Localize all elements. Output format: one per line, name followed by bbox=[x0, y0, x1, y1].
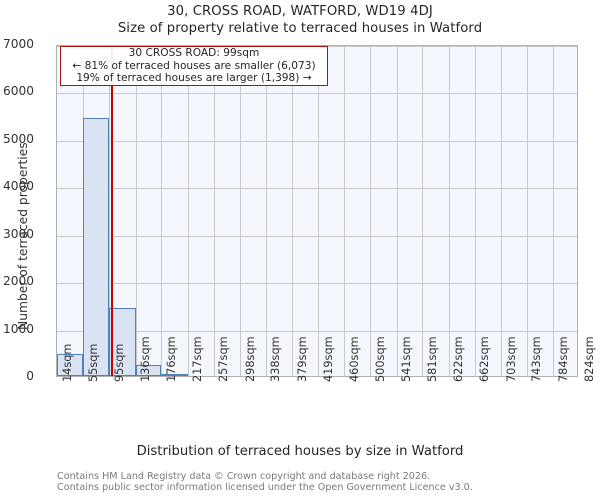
chart-footer: Contains HM Land Registry data © Crown c… bbox=[57, 471, 473, 494]
x-axis-title: Distribution of terraced houses by size … bbox=[136, 444, 464, 459]
x-axis-tick-label: 581sqm bbox=[425, 336, 439, 382]
y-axis-tick-label: 5000 bbox=[2, 131, 34, 146]
x-axis-tick-label: 338sqm bbox=[269, 336, 283, 382]
gridline-horizontal bbox=[57, 330, 577, 332]
x-axis-tick-label: 136sqm bbox=[139, 336, 153, 382]
x-axis-tick-label: 500sqm bbox=[373, 336, 387, 382]
gridline-vertical bbox=[109, 46, 111, 376]
y-axis-tick-label: 7000 bbox=[2, 37, 34, 51]
gridline-vertical bbox=[370, 46, 372, 376]
x-axis-tick-label: 824sqm bbox=[582, 336, 596, 382]
y-axis-title: Number of terraced properties bbox=[16, 142, 30, 330]
y-axis-tick-label: 0 bbox=[26, 369, 34, 383]
gridline-vertical bbox=[135, 46, 137, 376]
gridline-vertical bbox=[344, 46, 346, 376]
gridline-vertical bbox=[292, 46, 294, 376]
x-axis-tick-label: 460sqm bbox=[347, 336, 361, 382]
y-axis-tick-label: 4000 bbox=[2, 179, 34, 194]
gridline-vertical bbox=[448, 46, 450, 376]
gridline-vertical bbox=[526, 46, 528, 376]
y-axis-tick-label: 2000 bbox=[2, 274, 34, 289]
gridline-vertical bbox=[187, 46, 189, 376]
y-axis-tick-label: 6000 bbox=[2, 84, 34, 99]
x-axis-tick-label: 743sqm bbox=[530, 336, 544, 382]
gridline-horizontal bbox=[57, 283, 577, 285]
gridline-horizontal bbox=[57, 188, 577, 190]
x-axis-tick-label: 703sqm bbox=[504, 336, 518, 382]
plot-area bbox=[56, 45, 578, 377]
annotation-line-2: ← 81% of terraced houses are smaller (6,… bbox=[72, 59, 316, 72]
annotation-line-1: 30 CROSS ROAD: 99sqm bbox=[128, 47, 260, 60]
gridline-vertical bbox=[553, 46, 555, 376]
x-axis-tick-label: 14sqm bbox=[60, 343, 74, 382]
histogram-bar bbox=[57, 354, 84, 376]
gridline-horizontal bbox=[57, 93, 577, 95]
x-axis-tick-label: 217sqm bbox=[191, 336, 205, 382]
property-annotation-box: 30 CROSS ROAD: 99sqm ← 81% of terraced h… bbox=[60, 46, 328, 86]
x-axis-tick-label: 55sqm bbox=[86, 343, 100, 382]
gridline-vertical bbox=[161, 46, 163, 376]
x-axis-tick-label: 662sqm bbox=[478, 336, 492, 382]
x-axis-tick-label: 298sqm bbox=[243, 336, 257, 382]
chart-title: 30, CROSS ROAD, WATFORD, WD19 4DJ bbox=[167, 4, 433, 19]
gridline-vertical bbox=[240, 46, 242, 376]
histogram-bar bbox=[83, 118, 110, 376]
gridline-vertical bbox=[474, 46, 476, 376]
gridline-vertical bbox=[396, 46, 398, 376]
x-axis-tick-label: 541sqm bbox=[400, 336, 414, 382]
x-axis-tick-label: 257sqm bbox=[217, 336, 231, 382]
footer-line-2: Contains public sector information licen… bbox=[57, 482, 473, 494]
histogram-bar bbox=[135, 365, 162, 376]
x-axis-tick-label: 784sqm bbox=[556, 336, 570, 382]
x-axis-tick-label: 419sqm bbox=[321, 336, 335, 382]
x-axis-tick-label: 95sqm bbox=[112, 343, 126, 382]
y-axis-tick-label: 1000 bbox=[2, 321, 34, 336]
gridline-horizontal bbox=[57, 235, 577, 237]
gridline-vertical bbox=[213, 46, 215, 376]
histogram-bar bbox=[109, 308, 136, 376]
gridline-horizontal bbox=[57, 140, 577, 142]
annotation-line-3: 19% of terraced houses are larger (1,398… bbox=[76, 72, 312, 85]
x-axis-tick-label: 622sqm bbox=[452, 336, 466, 382]
property-marker-line bbox=[110, 46, 113, 376]
y-axis-tick-label: 3000 bbox=[2, 226, 34, 241]
gridline-vertical bbox=[265, 46, 267, 376]
footer-line-1: Contains HM Land Registry data © Crown c… bbox=[57, 471, 431, 482]
x-axis-tick-label: 176sqm bbox=[164, 336, 178, 382]
gridline-vertical bbox=[501, 46, 503, 376]
histogram-bar bbox=[161, 374, 188, 376]
gridline-vertical bbox=[422, 46, 424, 376]
x-axis-tick-label: 379sqm bbox=[295, 336, 309, 382]
gridline-vertical bbox=[318, 46, 319, 376]
chart-subtitle: Size of property relative to terraced ho… bbox=[117, 21, 483, 36]
